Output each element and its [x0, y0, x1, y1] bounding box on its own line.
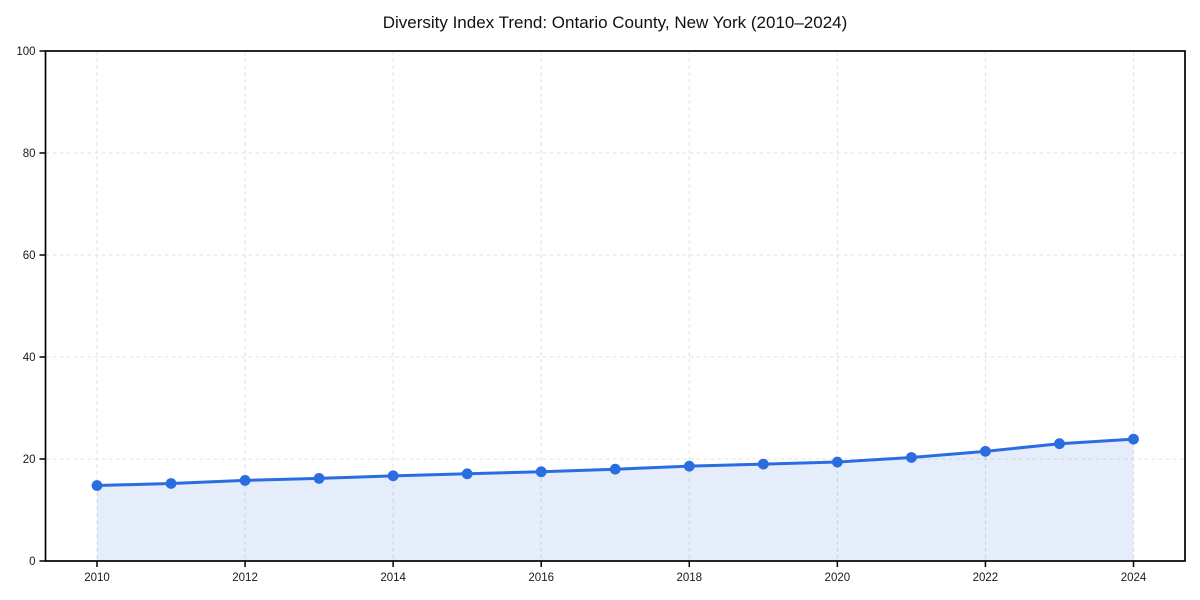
y-tick-label: 0	[29, 556, 35, 568]
data-point	[831, 456, 843, 468]
y-tick-label: 20	[23, 454, 36, 466]
data-point	[535, 466, 547, 478]
y-tick-label: 60	[23, 250, 36, 262]
data-point	[1128, 433, 1139, 445]
data-point	[905, 452, 917, 463]
data-point	[1054, 438, 1065, 450]
x-tick-label: 2010	[84, 572, 110, 584]
chart-title: Diversity Index Trend: Ontario County, N…	[382, 13, 848, 32]
x-tick-label: 2016	[528, 572, 554, 584]
data-point	[313, 472, 325, 484]
data-area	[97, 439, 1134, 561]
data-points	[91, 433, 1139, 491]
tick-marks	[39, 50, 1135, 567]
x-tick-label: 2022	[973, 572, 999, 584]
data-point	[165, 478, 177, 489]
x-tick-label: 2014	[380, 572, 406, 584]
x-tick-label: 2024	[1121, 572, 1147, 584]
data-point	[609, 463, 621, 475]
data-point	[91, 480, 103, 491]
y-tick-label: 40	[23, 352, 36, 364]
data-point	[757, 458, 769, 470]
axes-frame	[44, 50, 1186, 562]
data-point	[387, 470, 399, 482]
data-point	[239, 475, 251, 486]
data-point	[980, 445, 991, 457]
data-point	[461, 468, 473, 480]
x-tick-label: 2012	[232, 572, 258, 584]
tick-labels: 0 20 40 60 80 100 2010 2012 2014 2016 2018 2020 2022…	[16, 46, 1147, 584]
x-tick-label: 2018	[676, 572, 702, 584]
y-tick-label: 80	[23, 148, 36, 160]
y-tick-label: 100	[16, 46, 35, 58]
gridlines	[45, 51, 1185, 561]
x-tick-label: 2020	[825, 572, 851, 584]
data-point	[683, 460, 695, 472]
